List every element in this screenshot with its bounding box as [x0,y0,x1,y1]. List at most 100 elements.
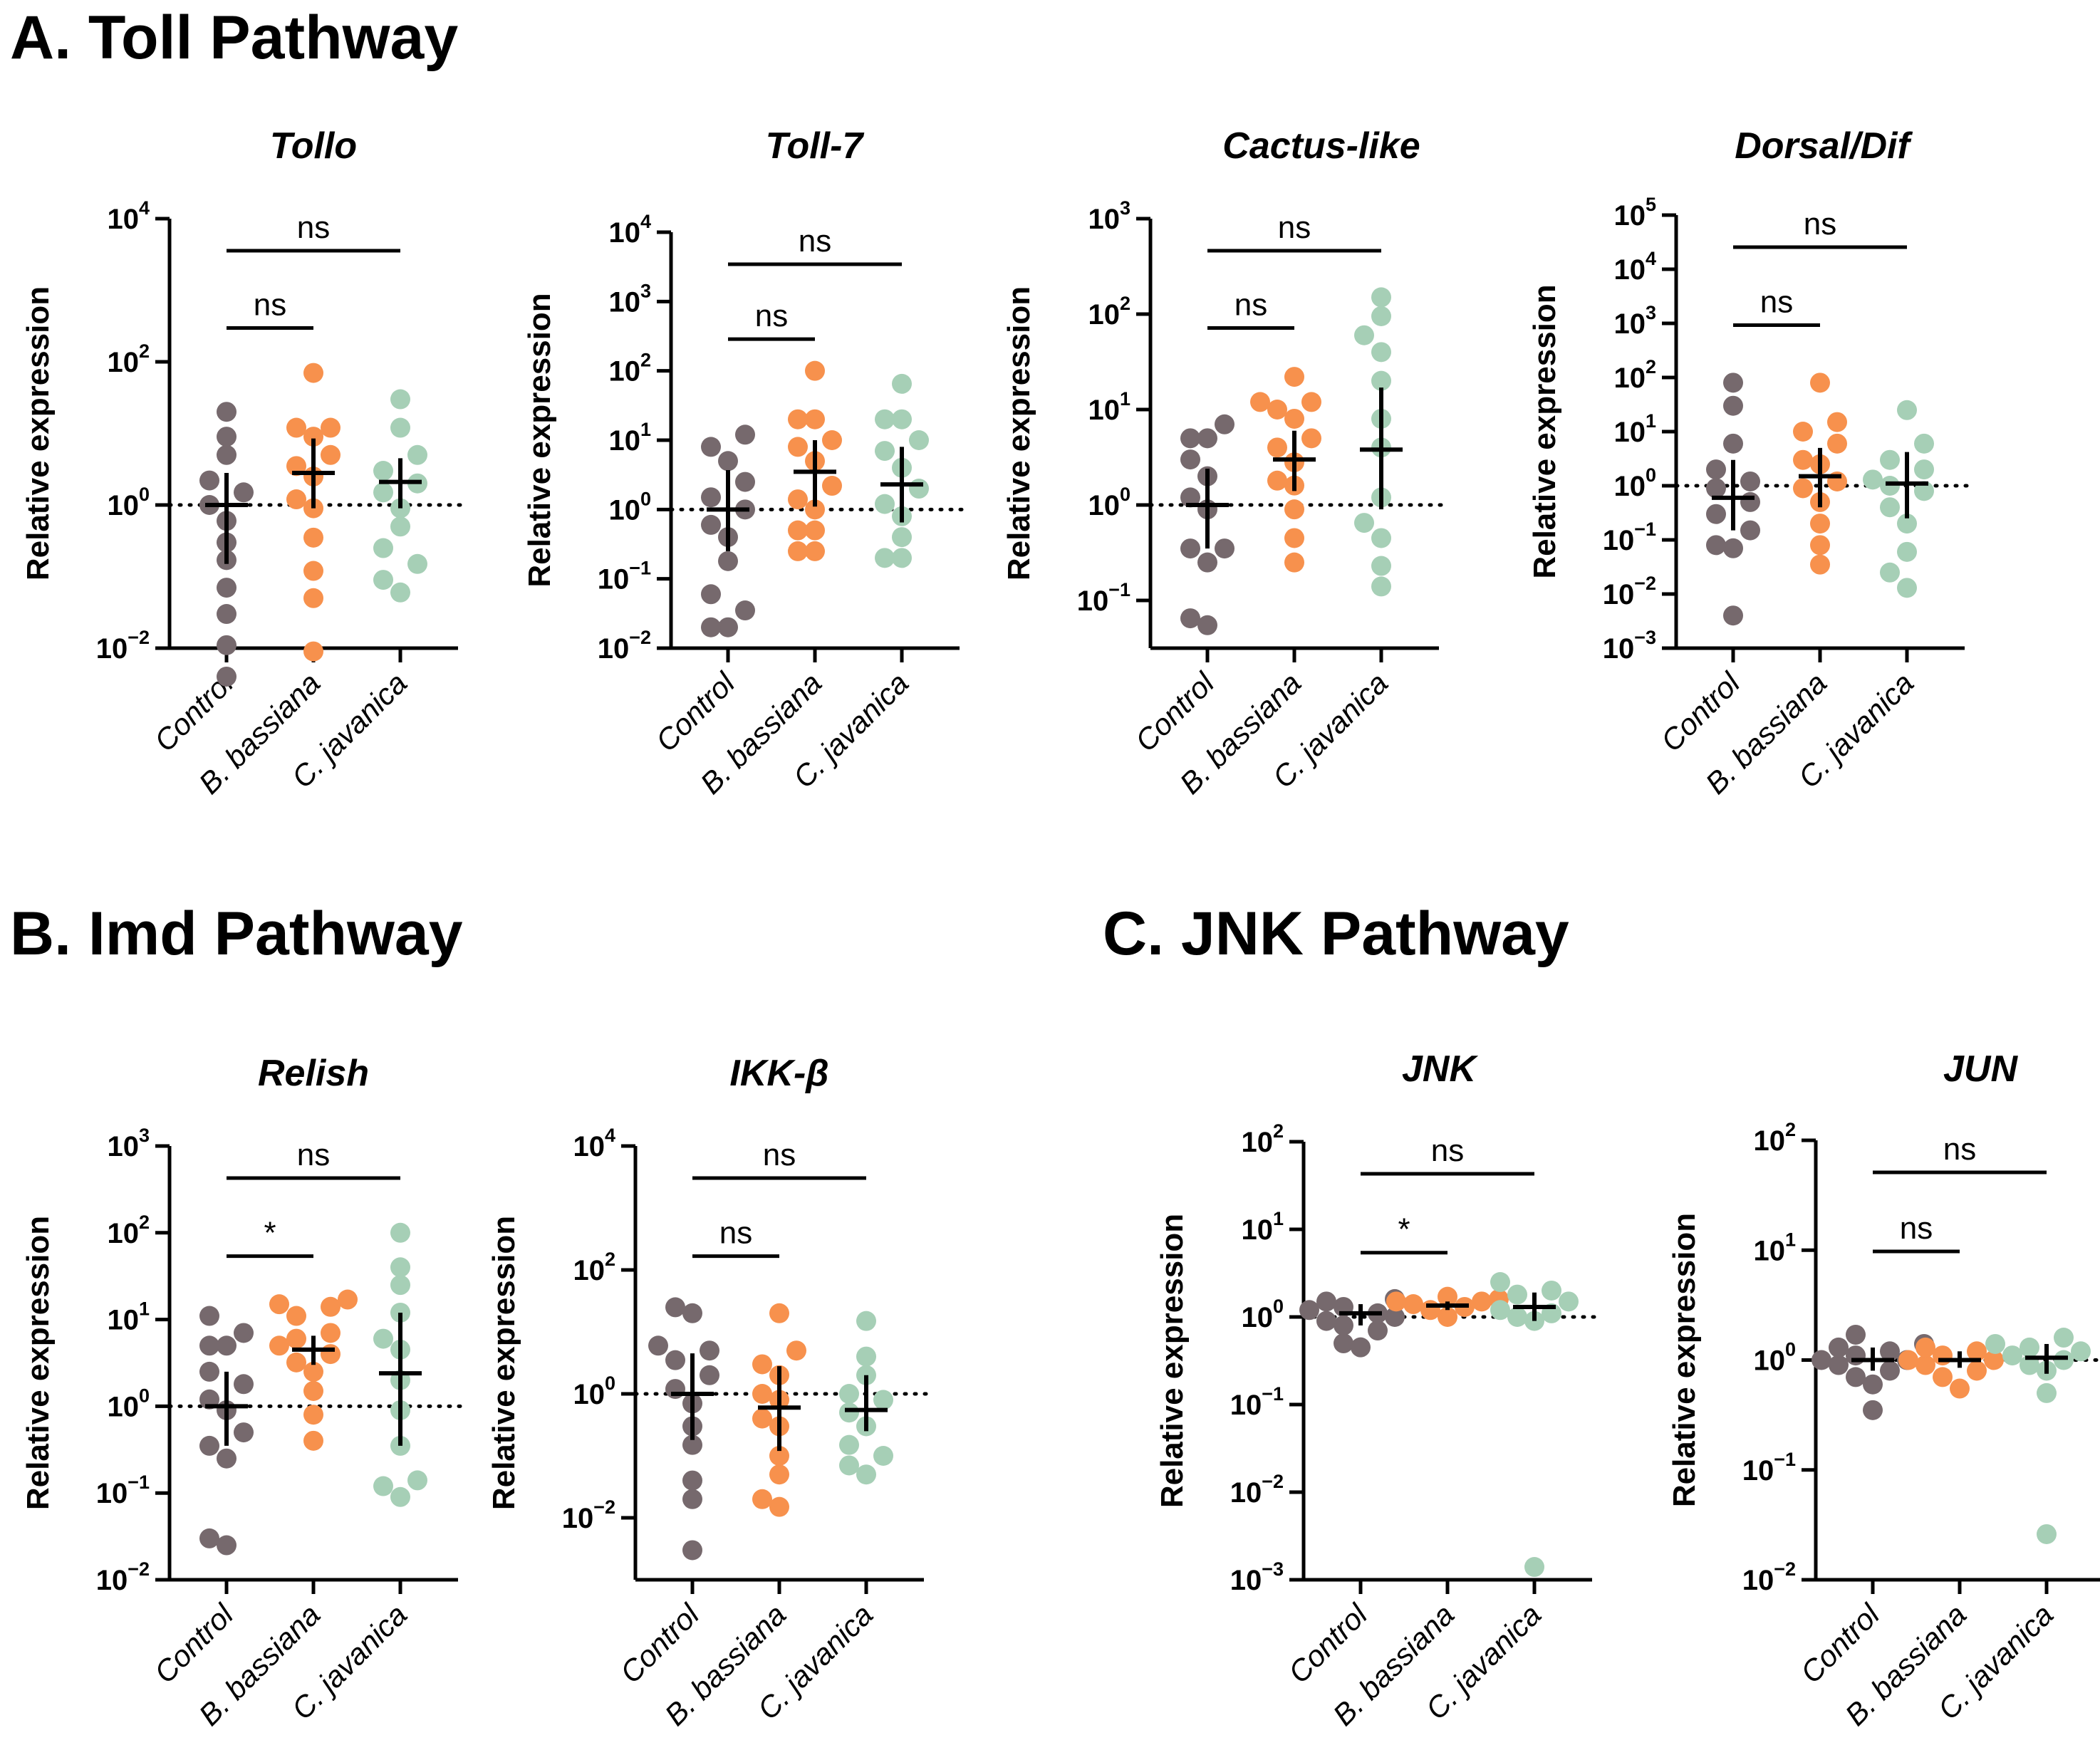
data-point-c-javanica [1371,370,1391,391]
data-point-b-bassiana [338,1289,358,1310]
data-point-c-javanica [1371,528,1391,548]
data-point-c-javanica [2037,1524,2057,1544]
data-point-c-javanica [1914,433,1934,454]
data-point-c-javanica [1914,481,1934,501]
data-point-b-bassiana [303,561,323,581]
y-tick-label: 10−1 [1603,519,1656,556]
data-point-control [1215,538,1234,559]
data-point-c-javanica [390,582,410,603]
data-point-b-bassiana [822,476,842,496]
section-title-imd: B. Imd Pathway [10,900,463,968]
data-point-control [701,437,721,457]
data-point-b-bassiana [769,1303,789,1323]
data-point-b-bassiana [805,520,825,541]
data-point-control [1180,449,1200,470]
data-point-control [701,617,721,637]
y-tick-label: 103 [1613,302,1656,340]
data-point-control [1863,1374,1883,1395]
data-point-control [682,1470,702,1491]
data-point-b-bassiana [1472,1291,1492,1312]
panel-cactus-like: Cactus-like 10−1 100 101 102 103 Relative expr… [1002,125,1452,801]
y-tick-label: 10−1 [1077,579,1130,617]
data-point-b-bassiana [321,1344,341,1365]
data-point-b-bassiana [1301,428,1321,449]
data-point-b-bassiana [269,1335,289,1356]
data-point-c-javanica [407,553,427,574]
y-tick-label: 103 [107,1125,150,1162]
data-point-b-bassiana [1301,392,1321,412]
data-point-control [1351,1337,1371,1358]
y-axis-label: Relative expression [487,1216,521,1510]
data-point-c-javanica [2071,1341,2091,1362]
significance-label: * [1398,1212,1410,1247]
data-point-c-javanica [839,1384,859,1404]
data-point-control [1723,433,1743,454]
data-point-c-javanica [839,1402,859,1423]
data-point-c-javanica [875,548,895,568]
data-point-b-bassiana [303,363,323,383]
data-point-c-javanica [892,409,912,429]
data-point-c-javanica [1897,541,1917,562]
data-point-b-bassiana [1793,478,1813,499]
data-point-b-bassiana [769,1446,789,1466]
data-point-control [700,1365,719,1385]
data-point-control [234,1374,254,1395]
significance-label: ns [297,1137,330,1172]
data-point-control [217,604,236,625]
y-tick-label: 101 [1088,388,1130,426]
y-tick-label: 100 [608,488,651,526]
data-point-b-bassiana [1284,552,1304,573]
data-point-control [1215,414,1234,434]
data-point-control [1368,1321,1388,1341]
data-point-c-javanica [2020,1355,2039,1375]
data-point-c-javanica [390,1275,410,1296]
y-tick-label: 102 [1753,1119,1796,1157]
data-point-c-javanica [373,1328,393,1349]
data-point-b-bassiana [752,1489,772,1509]
data-point-b-bassiana [1933,1345,1953,1366]
panel-toll-7: Toll-7 10−2 10−1 100 101 102 103 104 Relative ex… [522,125,972,801]
data-point-b-bassiana [769,1496,789,1517]
y-tick-label: 100 [1088,484,1130,521]
data-point-b-bassiana [1438,1307,1457,1327]
significance-label: ns [1431,1133,1464,1168]
data-point-control [199,470,219,491]
data-point-c-javanica [1524,1557,1544,1578]
data-point-control [1197,552,1217,573]
data-point-c-javanica [1880,497,1900,518]
data-point-b-bassiana [286,489,306,510]
data-point-c-javanica [839,1434,859,1455]
data-point-control [1740,520,1760,541]
panel-title: Tollo [270,125,357,167]
data-point-b-bassiana [321,444,341,465]
data-point-b-bassiana [1984,1350,2004,1370]
y-tick-label: 10−1 [1742,1449,1796,1486]
y-tick-label: 101 [1241,1208,1284,1246]
data-point-control [217,578,236,598]
y-tick-label: 102 [107,340,150,378]
data-point-b-bassiana [1403,1294,1423,1315]
panel-title: Dorsal/Dif [1735,125,1913,167]
data-point-b-bassiana [321,1296,341,1317]
data-point-control [1334,1333,1353,1354]
data-point-control [718,551,738,571]
data-point-c-javanica [892,373,912,394]
data-point-b-bassiana [788,409,808,429]
data-point-b-bassiana [303,588,323,608]
y-tick-label: 10−2 [96,1558,150,1596]
data-point-control [199,1528,219,1548]
data-point-b-bassiana [286,1352,306,1373]
data-point-c-javanica [1880,476,1900,496]
data-point-control [1316,1291,1336,1312]
significance-label: ns [755,298,788,333]
data-point-b-bassiana [1810,535,1830,556]
data-point-c-javanica [2020,1337,2039,1358]
data-point-control [217,402,236,422]
data-point-control [1706,504,1726,524]
data-point-c-javanica [1490,1272,1510,1293]
data-point-c-javanica [839,1455,859,1476]
data-point-control [1723,373,1743,393]
y-tick-label: 101 [107,1298,150,1336]
y-tick-label: 101 [1753,1229,1796,1266]
data-point-b-bassiana [1916,1337,1935,1358]
